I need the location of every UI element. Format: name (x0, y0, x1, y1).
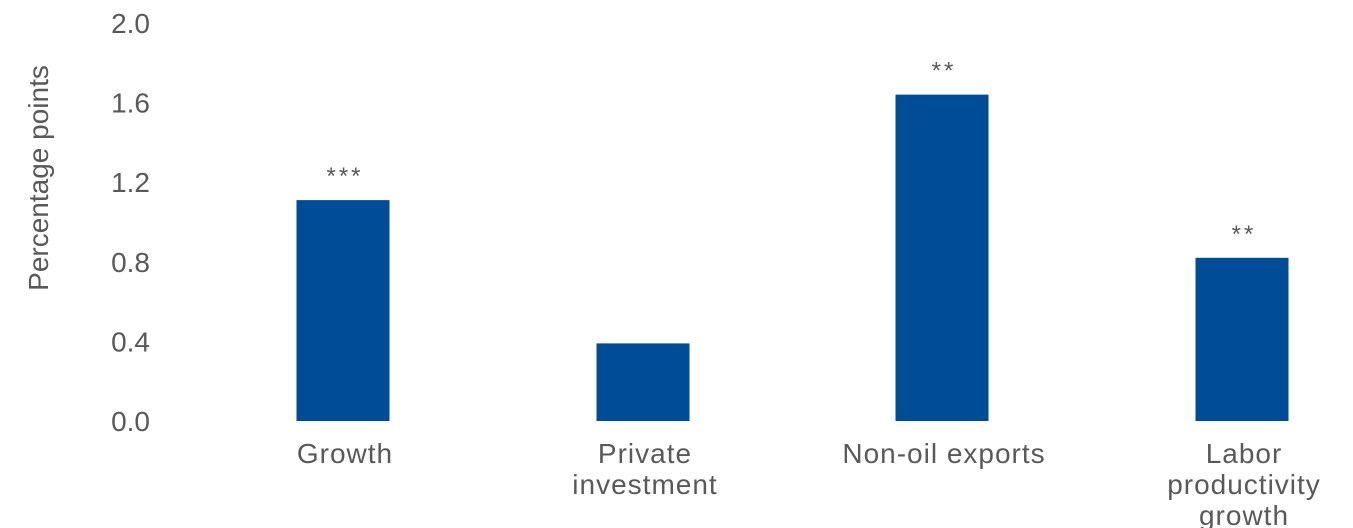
bar (596, 343, 690, 421)
y-tick-label: 1.6 (111, 88, 150, 119)
category-label: investment (572, 469, 717, 500)
category-label: Labor (1206, 438, 1283, 469)
significance-label: ** (932, 58, 957, 85)
category-label: Growth (297, 438, 393, 469)
y-axis-ticks: 0.0 0.4 0.8 1.2 1.6 2.0 (111, 8, 150, 437)
y-tick-label: 1.2 (111, 167, 150, 198)
category-label: productivity (1167, 469, 1321, 500)
bars (296, 94, 1289, 421)
category-label: Non-oil exports (842, 438, 1045, 469)
bar (895, 94, 989, 421)
category-label: Private (598, 438, 692, 469)
y-tick-label: 0.4 (111, 326, 150, 357)
y-tick-label: 0.8 (111, 247, 150, 278)
significance-label: ** (1232, 221, 1257, 248)
bar (296, 200, 390, 421)
category-label: growth (1199, 500, 1289, 528)
significance-labels: ******* (326, 58, 1257, 248)
y-tick-label: 0.0 (111, 406, 150, 437)
bar (1195, 257, 1289, 421)
y-axis-title: Percentage points (23, 65, 54, 291)
y-tick-label: 2.0 (111, 8, 150, 39)
significance-label: *** (326, 163, 363, 190)
